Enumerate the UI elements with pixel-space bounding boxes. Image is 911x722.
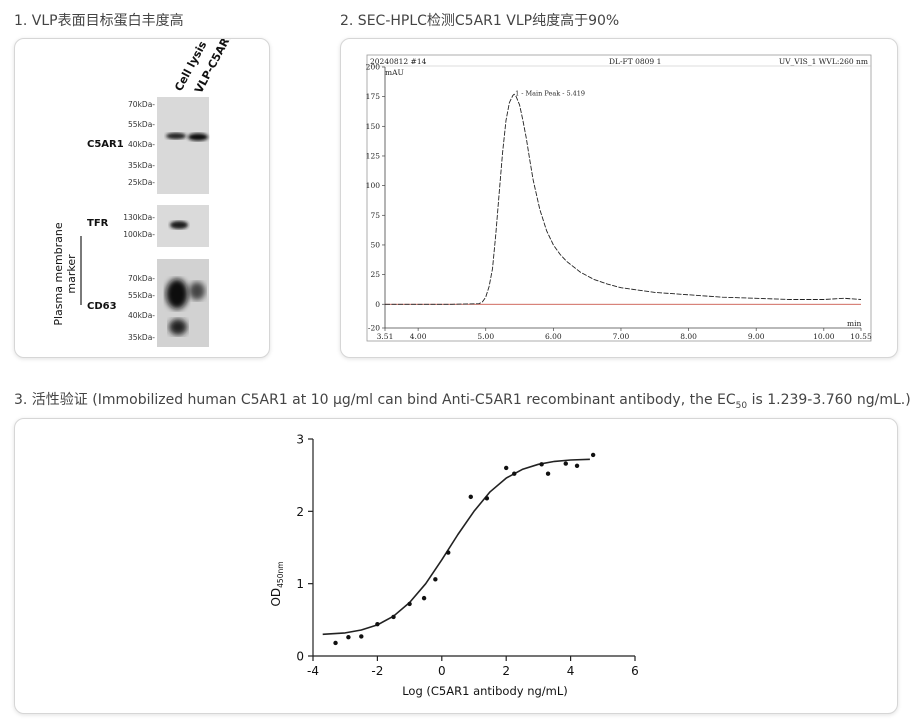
hplc-x-tick-label: 5.00 bbox=[477, 332, 494, 341]
group-label-line2: marker bbox=[65, 254, 78, 294]
sec-hplc-chart: 20240812 #14 DL-FT 0809 1 UV_VIS_1 WVL:2… bbox=[366, 54, 872, 342]
row-label-tfr: TFR bbox=[87, 218, 109, 229]
panel3-caption-prefix: 3. 活性验证 (Immobilized human C5AR1 at 10 μ… bbox=[14, 392, 736, 408]
dr-data-point bbox=[504, 465, 509, 471]
dr-data-point bbox=[359, 634, 364, 639]
panel2-caption: 2. SEC-HPLC检测C5AR1 VLP纯度高于90% bbox=[340, 13, 620, 29]
dr-data-point bbox=[421, 595, 427, 601]
dr-y-tick-label: 3 bbox=[296, 433, 304, 447]
dr-y-tick-label: 2 bbox=[296, 505, 304, 519]
hplc-x-tick-label: 10.00 bbox=[813, 332, 835, 341]
hplc-x-tick-label: 6.00 bbox=[545, 332, 562, 341]
hplc-y-tick-label: 0 bbox=[375, 300, 380, 309]
sec-hplc-panel: 20240812 #14 DL-FT 0809 1 UV_VIS_1 WVL:2… bbox=[340, 38, 898, 358]
marker-cd63-40: 40kDa- bbox=[128, 311, 155, 320]
hplc-x-tick-label: 3.51 bbox=[377, 332, 394, 341]
dose-response-panel: 0 1 2 3 -4 -2 0 2 4 6 Log (C5AR1 antibody ng/mL) … bbox=[14, 418, 898, 714]
hplc-trace bbox=[385, 93, 862, 305]
hplc-y-tick-label: 175 bbox=[366, 92, 381, 101]
hplc-y-tick-label: 50 bbox=[370, 240, 380, 249]
marker-c5ar1-25: 25kDa- bbox=[128, 178, 155, 187]
dr-y-label-main: OD bbox=[269, 588, 283, 607]
hplc-y-tick-label: 25 bbox=[370, 270, 380, 279]
hplc-x-tick-label: 4.00 bbox=[410, 332, 427, 341]
band-cd63-smear-1 bbox=[166, 279, 188, 309]
dr-x-label: Log (C5AR1 antibody ng/mL) bbox=[402, 684, 568, 698]
hplc-y-tick-label: 100 bbox=[366, 181, 381, 190]
dr-x-tick-label: -4 bbox=[307, 664, 319, 678]
dr-data-point bbox=[391, 614, 396, 620]
row-label-c5ar1: C5AR1 bbox=[87, 139, 124, 150]
marker-c5ar1-55: 55kDa- bbox=[128, 120, 155, 129]
dr-data-point bbox=[512, 471, 517, 476]
dr-data-point bbox=[539, 462, 544, 467]
western-blot-figure: Cell lysis VLP-C5AR1 70kDa- 55kDa- 40kDa… bbox=[52, 29, 236, 347]
marker-cd63-70: 70kDa- bbox=[128, 274, 155, 283]
western-blot-panel: Cell lysis VLP-C5AR1 70kDa- 55kDa- 40kDa… bbox=[14, 29, 270, 358]
dr-data-point bbox=[333, 640, 338, 646]
dr-x-tick-label: 6 bbox=[631, 664, 639, 678]
dr-y-tick-label: 1 bbox=[296, 577, 304, 591]
hplc-header-center: DL-FT 0809 1 bbox=[609, 57, 661, 66]
hplc-y-tick-label: 75 bbox=[370, 211, 380, 220]
hplc-y-tick-label: -20 bbox=[368, 324, 380, 333]
dr-data-point bbox=[375, 621, 380, 627]
dr-y-label: OD450nm bbox=[269, 561, 285, 606]
marker-c5ar1-40: 40kDa- bbox=[128, 140, 155, 149]
hplc-y-tick-label: 125 bbox=[366, 151, 381, 160]
band-tfr-cell-lysis bbox=[170, 221, 188, 229]
hplc-header-left: 20240812 #14 bbox=[370, 57, 427, 66]
panel3-caption-suffix: is 1.239-3.760 ng/mL.) bbox=[747, 392, 911, 408]
marker-tfr-100: 100kDa- bbox=[123, 230, 155, 239]
dr-y-label-sub: 450nm bbox=[276, 561, 285, 587]
hplc-x-tick-label: 9.00 bbox=[748, 332, 765, 341]
marker-cd63-55: 55kDa- bbox=[128, 291, 155, 300]
dr-data-point bbox=[574, 463, 580, 468]
dr-data-point bbox=[563, 461, 568, 466]
hplc-x-tick-label: 8.00 bbox=[680, 332, 697, 341]
hplc-y-tick-label: 150 bbox=[366, 122, 381, 131]
dr-fit-curve bbox=[322, 458, 590, 636]
dr-data-point bbox=[468, 494, 473, 500]
dr-x-tick-label: -2 bbox=[371, 664, 383, 678]
dr-x-tick-label: 0 bbox=[438, 664, 446, 678]
panel1-caption: 1. VLP表面目标蛋白丰度高 bbox=[14, 13, 184, 29]
hplc-peak-label: 1 - Main Peak - 5.419 bbox=[515, 89, 585, 97]
panel3-caption: 3. 活性验证 (Immobilized human C5AR1 at 10 μ… bbox=[14, 389, 911, 411]
dr-data-point bbox=[545, 471, 551, 476]
dr-x-tick-label: 2 bbox=[502, 664, 510, 678]
dr-data-point bbox=[433, 577, 438, 582]
row-label-cd63: CD63 bbox=[87, 301, 117, 312]
group-label-line1: Plasma membrane bbox=[52, 222, 65, 326]
dr-data-point bbox=[590, 452, 596, 458]
dr-x-tick-label: 4 bbox=[567, 664, 575, 678]
hplc-x-tick-label: 10.55 bbox=[850, 332, 872, 341]
dr-y-tick-label: 0 bbox=[296, 650, 304, 664]
band-c5ar1-cell-lysis bbox=[166, 132, 186, 140]
marker-c5ar1-35: 35kDa- bbox=[128, 161, 155, 170]
band-c5ar1-vlp bbox=[188, 133, 208, 141]
band-cd63-smear-2 bbox=[169, 319, 187, 335]
hplc-y-unit: mAU bbox=[385, 68, 404, 77]
panel3-caption-sub: 50 bbox=[735, 400, 748, 411]
dr-data-point bbox=[446, 550, 451, 555]
hplc-frame bbox=[366, 54, 872, 342]
band-cd63-vlp bbox=[189, 282, 205, 300]
hplc-x-unit: min bbox=[847, 319, 862, 328]
dr-data-point bbox=[484, 496, 490, 501]
hplc-header-right: UV_VIS_1 WVL:260 nm bbox=[779, 57, 868, 66]
blot-c5ar1 bbox=[157, 97, 209, 194]
marker-tfr-130: 130kDa- bbox=[123, 213, 155, 222]
marker-cd63-35: 35kDa- bbox=[128, 333, 155, 342]
hplc-y-tick-label: 200 bbox=[366, 63, 381, 72]
dr-data-point bbox=[407, 601, 412, 607]
hplc-x-tick-label: 7.00 bbox=[613, 332, 630, 341]
marker-c5ar1-70: 70kDa- bbox=[128, 100, 155, 109]
dr-data-point bbox=[346, 634, 351, 640]
